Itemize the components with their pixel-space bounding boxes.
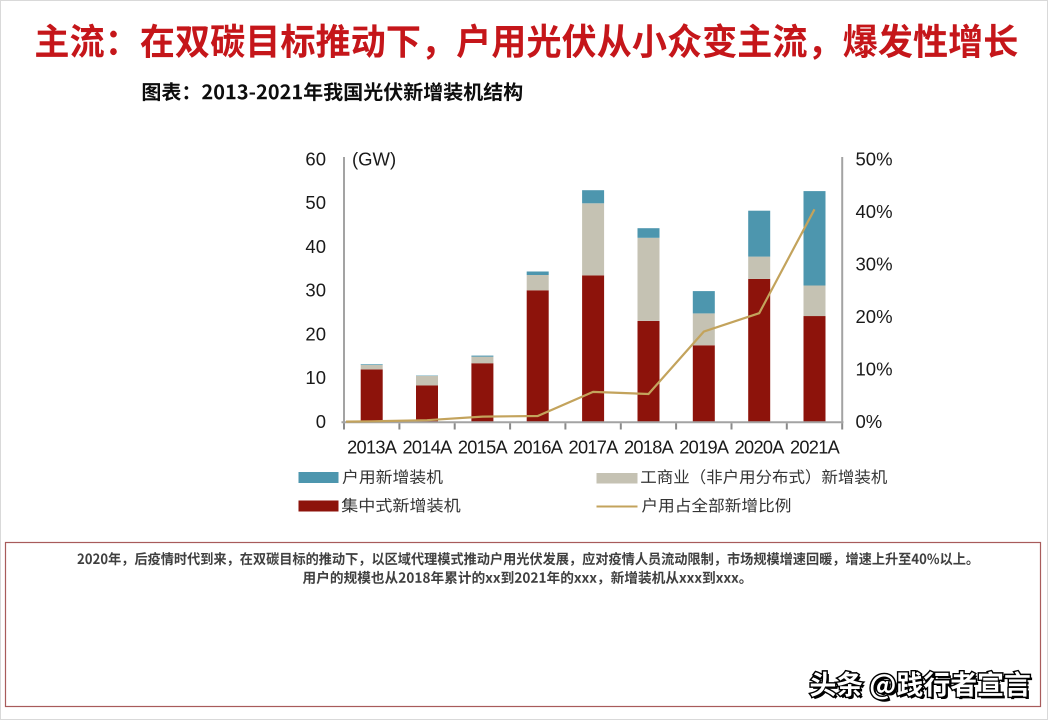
svg-text:20%: 20% xyxy=(856,306,893,327)
svg-text:40: 40 xyxy=(305,236,326,257)
svg-text:20: 20 xyxy=(305,323,326,344)
svg-text:10: 10 xyxy=(305,367,326,388)
svg-text:0: 0 xyxy=(316,411,326,432)
svg-text:2013A: 2013A xyxy=(347,438,398,458)
svg-text:2014A: 2014A xyxy=(402,438,453,458)
svg-text:30%: 30% xyxy=(856,253,893,274)
svg-text:2015A: 2015A xyxy=(458,438,509,458)
svg-text:50%: 50% xyxy=(856,148,893,169)
svg-text:2017A: 2017A xyxy=(569,438,620,458)
svg-text:2016A: 2016A xyxy=(513,438,564,458)
svg-text:2019A: 2019A xyxy=(679,438,730,458)
svg-text:0%: 0% xyxy=(856,411,883,432)
svg-text:2021A: 2021A xyxy=(790,438,841,458)
svg-text:30: 30 xyxy=(305,280,326,301)
svg-text:(GW): (GW) xyxy=(352,148,396,169)
svg-text:50: 50 xyxy=(305,192,326,213)
svg-text:60: 60 xyxy=(305,148,326,169)
svg-text:10%: 10% xyxy=(856,358,893,379)
svg-text:40%: 40% xyxy=(856,201,893,222)
svg-text:2020A: 2020A xyxy=(735,438,786,458)
svg-text:2018A: 2018A xyxy=(624,438,675,458)
